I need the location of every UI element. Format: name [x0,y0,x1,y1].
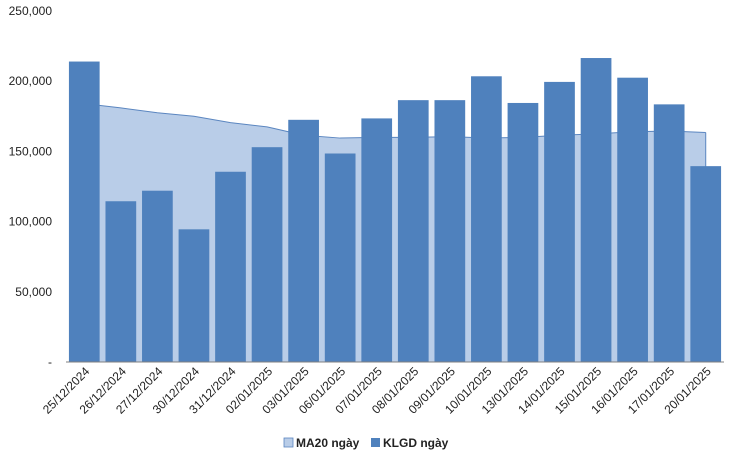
klgd-bar [105,201,137,362]
klgd-bar [324,153,356,362]
klgd-bar [397,100,429,363]
legend: MA20 ngày KLGD ngày [283,436,449,450]
y-tick-label: 150,000 [9,144,53,158]
y-tick-label: 100,000 [9,215,53,229]
legend-label-ma20: MA20 ngày [296,436,360,450]
klgd-bar [215,171,246,362]
x-axis: 25/12/202426/12/202427/12/202430/12/2024… [40,361,724,417]
klgd-bar [68,61,100,362]
klgd-bar [507,102,539,362]
klgd-bar [142,190,173,362]
klgd-bar [617,77,648,362]
klgd-bar [288,119,319,362]
klgd-bar [653,104,685,362]
y-tick-label: 250,000 [9,4,53,18]
klgd-bar [690,166,722,362]
klgd-bar [544,81,575,362]
ma20-area [84,103,706,362]
legend-swatch-ma20 [283,437,294,448]
klgd-bar [361,118,393,362]
klgd-bar [178,229,210,362]
klgd-bar [471,76,502,362]
klgd-bar-layer [68,58,722,363]
y-tick-label: 50,000 [15,285,52,299]
legend-swatch-klgd [371,438,380,447]
legend-label-klgd: KLGD ngày [383,436,449,450]
y-tick-label: 200,000 [9,74,53,88]
klgd-bar [434,100,466,363]
klgd-bar [580,58,612,363]
ma20-area-layer [84,103,707,362]
klgd-bar [251,147,283,362]
y-tick-label: - [48,355,52,369]
y-axis: - 50,000 100,000 150,000 200,000 250,000 [9,4,53,369]
